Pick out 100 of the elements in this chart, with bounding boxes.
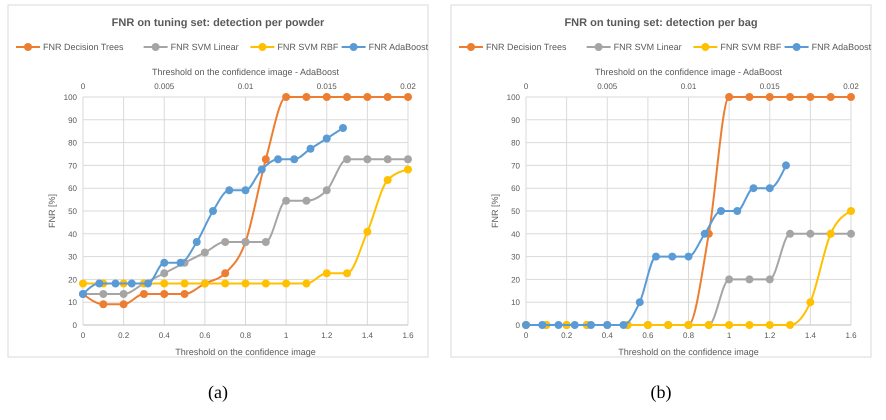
point xyxy=(806,298,814,306)
x-tick-label: 1.6 xyxy=(845,331,858,340)
y-tick-label: 100 xyxy=(506,93,521,102)
point xyxy=(847,230,855,238)
point xyxy=(140,290,148,298)
y-tick-label: 80 xyxy=(511,138,521,148)
legend-label: FNR SVM RBF xyxy=(277,42,339,52)
point xyxy=(262,155,270,164)
x2-tick-label: 0.02 xyxy=(843,82,860,91)
point xyxy=(384,155,392,164)
x-tick-label: 0.8 xyxy=(240,331,252,340)
legend-label: FNR AdaBoost xyxy=(368,42,429,52)
y-axis-title: FNR [%] xyxy=(47,194,57,228)
y-tick-label: 40 xyxy=(68,230,78,239)
point xyxy=(806,93,814,101)
x-tick-label: 0.6 xyxy=(642,331,654,340)
y-tick-label: 30 xyxy=(68,252,78,262)
point xyxy=(766,93,774,101)
x2-tick-label: 0.005 xyxy=(154,82,175,91)
point xyxy=(786,93,794,101)
y-tick-label: 10 xyxy=(511,298,521,308)
point xyxy=(786,321,794,329)
point xyxy=(180,280,189,288)
point xyxy=(745,275,754,284)
point xyxy=(725,93,734,101)
x2-axis-title: Threshold on the confidence image - AdaBoost xyxy=(594,67,783,77)
y-tick-label: 60 xyxy=(68,184,78,194)
x2-tick-label: 0.015 xyxy=(316,82,338,91)
x2-tick-label: 0.02 xyxy=(400,82,416,91)
x-tick-label: 0.2 xyxy=(118,331,130,340)
point xyxy=(221,238,230,246)
x-tick-label: 1.6 xyxy=(402,331,414,340)
y-tick-label: 70 xyxy=(68,161,78,170)
point xyxy=(363,228,372,236)
point xyxy=(282,93,290,101)
chart-title: FNR on tuning set: detection per powder xyxy=(112,17,326,29)
point xyxy=(302,93,310,101)
y-tick-label: 20 xyxy=(511,275,521,284)
text: (b) xyxy=(650,382,672,402)
legend-label: FNR SVM RBF xyxy=(720,42,782,52)
x2-tick-label: 0 xyxy=(80,82,86,91)
x-tick-label: 1 xyxy=(726,331,732,340)
x-tick-label: 0.4 xyxy=(158,331,170,340)
x-axis-title: Threshold on the confidence image xyxy=(175,347,316,357)
point xyxy=(282,196,290,205)
point xyxy=(826,93,835,101)
y-tick-label: 50 xyxy=(68,207,78,216)
point xyxy=(180,290,189,298)
legend-label: FNR SVM Linear xyxy=(170,42,239,52)
x2-axis-title: Threshold on the confidence image - AdaBoost xyxy=(152,67,340,77)
x-tick-label: 1.2 xyxy=(764,331,776,340)
point xyxy=(343,93,352,101)
x-tick-label: 1 xyxy=(284,331,289,340)
x2-tick-label: 0.005 xyxy=(597,82,618,91)
point xyxy=(343,155,352,164)
point xyxy=(160,269,168,278)
x-tick-label: 1.4 xyxy=(362,331,374,340)
point xyxy=(221,269,230,278)
point xyxy=(363,93,372,101)
point xyxy=(384,93,392,101)
point xyxy=(79,280,87,288)
point xyxy=(343,269,352,278)
point xyxy=(322,186,331,194)
point xyxy=(404,166,412,174)
point xyxy=(262,280,270,288)
y-tick-label: 100 xyxy=(64,93,78,102)
chart-title: FNR on tuning set: detection per bag xyxy=(564,17,758,29)
point xyxy=(120,290,128,298)
x-tick-label: 0.4 xyxy=(602,331,614,340)
point xyxy=(322,269,331,278)
point xyxy=(160,290,168,298)
x2-tick-label: 0.01 xyxy=(680,82,697,91)
point xyxy=(404,93,412,101)
y-tick-label: 10 xyxy=(68,298,78,308)
point xyxy=(806,230,814,238)
point xyxy=(221,280,230,288)
point xyxy=(725,321,734,329)
legend-label: FNR Decision Trees xyxy=(43,42,124,52)
point xyxy=(120,300,128,308)
point xyxy=(99,290,108,298)
x-tick-label: 0 xyxy=(524,331,529,340)
point xyxy=(384,176,392,184)
x-tick-label: 1.4 xyxy=(804,331,816,340)
y-tick-label: 90 xyxy=(68,116,78,125)
point xyxy=(160,280,168,288)
y-tick-label: 0 xyxy=(516,321,521,330)
x-tick-label: 0.2 xyxy=(561,331,573,340)
x-tick-label: 0.8 xyxy=(682,331,695,340)
x-tick-label: 1.2 xyxy=(321,331,333,340)
x-tick-label: 0 xyxy=(80,331,86,340)
point xyxy=(99,300,108,308)
x2-tick-label: 0 xyxy=(524,82,529,91)
point xyxy=(200,248,209,256)
point xyxy=(766,321,774,329)
point xyxy=(847,93,855,101)
y-tick-label: 90 xyxy=(511,116,521,125)
point xyxy=(766,275,774,284)
point xyxy=(242,280,250,288)
y-tick-label: 50 xyxy=(511,207,521,216)
point xyxy=(847,207,855,215)
